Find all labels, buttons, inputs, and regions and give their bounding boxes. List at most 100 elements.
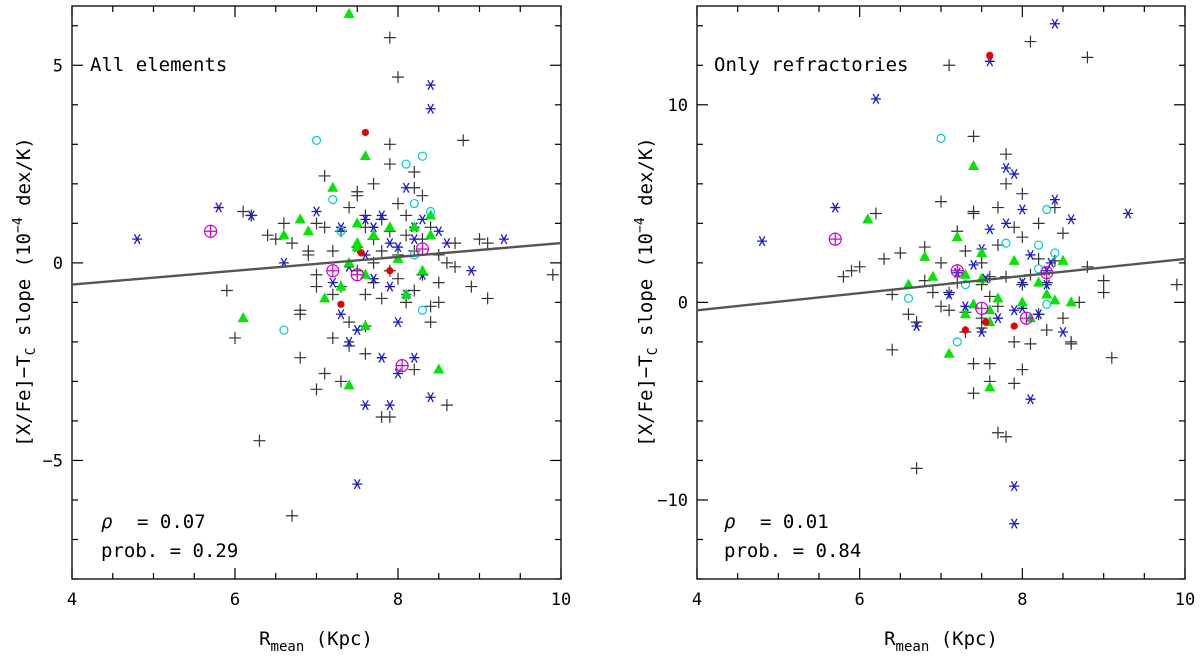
data-point-circle-plus: [828, 232, 842, 246]
data-point-plus: [1024, 337, 1037, 350]
x-axis-label: Rmean (Kpc): [259, 628, 373, 655]
ylabel-rest: slope (10: [635, 233, 657, 347]
data-point-plus: [432, 276, 445, 289]
data-point-asterisk: [393, 317, 403, 328]
data-point-triangle: [327, 181, 339, 192]
data-point-triangle: [968, 160, 980, 171]
data-point-plus: [1073, 296, 1086, 309]
data-point-plus: [481, 292, 494, 305]
data-point-triangle: [343, 379, 355, 390]
y-tick-label: 10: [668, 96, 688, 116]
rho-symbol: ρ: [101, 511, 113, 533]
data-point-plus: [886, 343, 899, 356]
data-point-plus: [375, 292, 388, 305]
data-point-asterisk: [466, 265, 477, 276]
data-point-triangle: [400, 288, 412, 299]
data-marks: [757, 18, 1183, 529]
data-point-plus: [294, 351, 307, 364]
data-point-asterisk: [1017, 277, 1028, 288]
panel-all-elements: 4 6 8 10 −5 0 5 All elements ρ = 0.07 prob. = …: [11, 5, 571, 655]
data-point-circle-plus: [395, 359, 409, 373]
data-point-asterisk: [425, 103, 436, 114]
data-point-asterisk: [368, 222, 379, 233]
data-point-asterisk: [960, 301, 971, 312]
data-point-triangle: [862, 213, 874, 224]
data-point-plus: [277, 217, 290, 230]
ylabel-sup: −4: [11, 217, 26, 233]
data-point-dot: [982, 318, 990, 326]
data-point-plus: [334, 375, 347, 388]
data-point-triangle: [959, 268, 971, 279]
data-point-circle-plus: [1019, 311, 1033, 325]
data-point-triangle: [359, 150, 371, 161]
data-point-plus: [318, 169, 331, 182]
data-point-triangle: [302, 225, 314, 236]
data-point-asterisk: [425, 392, 436, 403]
data-point-plus: [440, 256, 453, 269]
data-point-asterisk: [1049, 18, 1060, 29]
data-point-asterisk: [384, 237, 395, 249]
data-point-plus: [1081, 51, 1094, 64]
y-tick-label: 0: [678, 293, 688, 313]
data-point-plus: [253, 434, 266, 447]
data-point-asterisk: [1001, 162, 1012, 174]
data-point-circle-plus: [326, 264, 340, 278]
data-point-triangle: [359, 320, 371, 331]
data-point-triangle: [959, 308, 971, 319]
data-point-triangle: [278, 229, 290, 240]
data-point-asterisk: [352, 479, 363, 490]
data-point-asterisk: [384, 281, 395, 292]
data-point-circle-open: [279, 325, 289, 335]
data-point-plus: [481, 237, 494, 250]
data-point-plus: [400, 209, 413, 222]
data-point-plus: [894, 246, 907, 259]
data-point-plus: [318, 221, 331, 234]
data-point-triangle: [1024, 312, 1036, 323]
data-point-asterisk: [498, 234, 509, 245]
data-point-plus: [1057, 312, 1069, 325]
xlabel-main: R: [884, 628, 896, 650]
data-point-plus: [1008, 221, 1021, 234]
data-point-plus: [237, 205, 250, 218]
data-point-plus: [1032, 217, 1045, 230]
data-point-plus: [220, 284, 233, 297]
data-point-triangle: [943, 347, 955, 358]
data-point-plus: [400, 229, 413, 242]
data-point-plus: [959, 245, 972, 258]
data-point-plus: [1000, 430, 1013, 443]
data-point-plus: [1081, 260, 1094, 273]
data-point-circle-open: [426, 206, 436, 217]
data-point-triangle: [1008, 254, 1020, 265]
data-point-triangle: [951, 231, 963, 242]
data-point-plus: [392, 272, 404, 285]
data-point-plus: [449, 260, 462, 273]
data-point-asterisk: [311, 206, 322, 217]
data-point-plus: [878, 252, 891, 265]
data-point-plus: [326, 331, 339, 344]
data-point-plus: [1065, 337, 1078, 350]
data-point-plus: [1016, 278, 1029, 291]
data-point-asterisk: [984, 224, 995, 235]
fit-line: [696, 257, 1186, 312]
data-point-plus: [935, 256, 947, 269]
data-point-plus: [1000, 148, 1013, 161]
data-point-circle-open: [417, 151, 428, 161]
y-axis-label: [X/Fe]−TC slope (10−4 dex/K): [11, 137, 39, 446]
data-point-plus: [408, 284, 421, 297]
data-point-plus: [967, 207, 980, 220]
data-point-asterisk: [327, 277, 338, 288]
data-point-asterisk: [344, 336, 355, 348]
data-point-asterisk: [360, 214, 371, 225]
data-point-plus: [935, 300, 947, 313]
data-point-circle-open: [1033, 240, 1044, 250]
data-point-plus: [286, 237, 299, 250]
y-axis-label: [X/Fe]−TC slope (10−4 dex/K): [633, 137, 661, 446]
data-point-plus: [326, 245, 339, 258]
ylabel-sub: C: [24, 347, 39, 355]
data-point-plus: [1024, 35, 1037, 48]
data-point-plus: [1016, 363, 1029, 376]
data-point-triangle: [368, 229, 380, 240]
data-point-circle-plus: [415, 242, 430, 256]
data-point-asterisk: [1058, 326, 1068, 338]
data-point-asterisk: [393, 241, 403, 253]
